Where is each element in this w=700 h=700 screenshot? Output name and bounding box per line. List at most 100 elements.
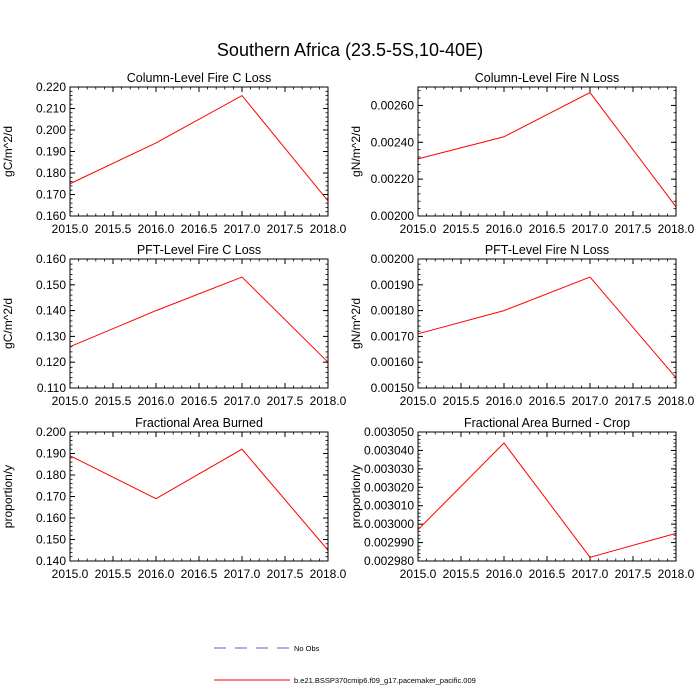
y-tick-label: 0.160 <box>36 252 66 266</box>
y-axis-label: proportion/y <box>349 465 363 528</box>
y-axis-label: gN/m^2/d <box>349 126 363 177</box>
y-tick-label: 0.00200 <box>371 252 415 266</box>
y-tick-label: 0.170 <box>36 188 66 202</box>
x-tick-label: 2017.5 <box>267 567 304 581</box>
panel-title: PFT-Level Fire N Loss <box>485 243 609 257</box>
y-tick-label: 0.190 <box>36 145 66 159</box>
x-tick-label: 2017.0 <box>572 222 609 236</box>
y-tick-label: 0.003040 <box>364 443 414 457</box>
y-tick-label: 0.00240 <box>371 135 415 149</box>
panels-group: Column-Level Fire C Loss gC/m^2/d 2015.0 20… <box>1 71 695 581</box>
y-tick-label: 0.003010 <box>364 499 414 513</box>
x-tick-label: 2017.5 <box>615 222 652 236</box>
panel-title: Fractional Area Burned <box>135 416 263 430</box>
x-tick-label: 2017.5 <box>267 394 304 408</box>
x-tick-label: 2016.5 <box>529 567 566 581</box>
x-tick-label: 2015.5 <box>443 394 480 408</box>
x-tick-label: 2016.0 <box>138 222 175 236</box>
y-tick-label: 0.130 <box>36 329 66 343</box>
panel-5: Fractional Area Burned proportion/y 2015.0… <box>1 416 347 581</box>
x-tick-label: 2016.5 <box>529 394 566 408</box>
y-tick-label: 0.150 <box>36 533 66 547</box>
y-axis-label: gN/m^2/d <box>349 298 363 349</box>
y-tick-label: 0.160 <box>36 209 66 223</box>
x-tick-label: 2017.0 <box>224 567 261 581</box>
panel-title: Column-Level Fire C Loss <box>127 71 272 85</box>
x-tick-label: 2017.0 <box>224 222 261 236</box>
y-tick-label: 0.140 <box>36 554 66 568</box>
x-tick-label: 2017.0 <box>572 394 609 408</box>
x-tick-label: 2015.0 <box>400 567 437 581</box>
x-tick-label: 2016.5 <box>181 222 218 236</box>
panel-title: Column-Level Fire N Loss <box>475 71 620 85</box>
y-tick-label: 0.140 <box>36 304 66 318</box>
y-tick-label: 0.00180 <box>371 304 415 318</box>
x-tick-label: 2017.5 <box>615 394 652 408</box>
y-tick-label: 0.210 <box>36 102 66 116</box>
x-tick-label: 2018.0 <box>310 394 347 408</box>
plot-frame <box>417 258 677 389</box>
x-tick-label: 2018.0 <box>310 222 347 236</box>
y-axis-label: gC/m^2/d <box>1 298 15 349</box>
y-axis-label: proportion/y <box>1 465 15 528</box>
y-tick-label: 0.003000 <box>364 517 414 531</box>
y-axis-label: gC/m^2/d <box>1 126 15 177</box>
y-tick-label: 0.00220 <box>371 172 415 186</box>
y-tick-label: 0.170 <box>36 490 66 504</box>
x-tick-label: 2016.0 <box>138 394 175 408</box>
x-tick-label: 2018.0 <box>658 394 695 408</box>
x-tick-label: 2016.0 <box>486 222 523 236</box>
legend-obs-label: No Obs <box>294 644 320 653</box>
x-tick-label: 2016.0 <box>486 567 523 581</box>
x-tick-label: 2016.0 <box>138 567 175 581</box>
panel-title: Fractional Area Burned - Crop <box>464 416 630 430</box>
x-tick-label: 2015.0 <box>52 567 89 581</box>
x-tick-label: 2016.0 <box>486 394 523 408</box>
y-tick-label: 0.180 <box>36 166 66 180</box>
y-tick-label: 0.002990 <box>364 536 414 550</box>
y-tick-label: 0.200 <box>36 425 66 439</box>
y-tick-label: 0.00200 <box>371 209 415 223</box>
y-tick-label: 0.003020 <box>364 480 414 494</box>
panel-1: Column-Level Fire C Loss gC/m^2/d 2015.0 20… <box>1 71 347 236</box>
plot-frame <box>69 86 329 217</box>
y-tick-label: 0.110 <box>37 381 66 395</box>
panel-6: Fractional Area Burned - Crop proportion/… <box>349 416 695 581</box>
plot-frame <box>69 431 329 562</box>
figure-title: Southern Africa (23.5-5S,10-40E) <box>217 40 483 60</box>
y-tick-label: 0.00160 <box>371 355 415 369</box>
x-tick-label: 2015.5 <box>443 567 480 581</box>
x-tick-label: 2018.0 <box>658 567 695 581</box>
y-tick-label: 0.200 <box>36 123 66 137</box>
x-tick-label: 2015.0 <box>400 222 437 236</box>
y-tick-label: 0.150 <box>36 278 66 292</box>
x-tick-label: 2018.0 <box>658 222 695 236</box>
y-tick-label: 0.002980 <box>364 554 414 568</box>
x-tick-label: 2017.5 <box>267 222 304 236</box>
legend-model-label: b.e21.BSSP370cmip6.f09_g17.pacemaker_pac… <box>294 676 476 685</box>
x-tick-label: 2016.5 <box>181 567 218 581</box>
y-tick-label: 0.220 <box>36 80 66 94</box>
y-tick-label: 0.00170 <box>371 329 415 343</box>
x-tick-label: 2015.5 <box>95 394 132 408</box>
x-tick-label: 2017.5 <box>615 567 652 581</box>
y-tick-label: 0.120 <box>36 355 66 369</box>
plot-frame <box>417 86 677 217</box>
y-tick-label: 0.003030 <box>364 462 414 476</box>
x-tick-label: 2018.0 <box>310 567 347 581</box>
y-tick-label: 0.00150 <box>371 381 415 395</box>
plot-frame <box>417 431 677 562</box>
x-tick-label: 2017.0 <box>224 394 261 408</box>
x-tick-label: 2015.5 <box>95 567 132 581</box>
series-line <box>417 276 677 379</box>
series-line <box>69 448 329 551</box>
panel-title: PFT-Level Fire C Loss <box>137 243 261 257</box>
x-tick-label: 2015.0 <box>52 222 89 236</box>
x-tick-label: 2015.0 <box>400 394 437 408</box>
series-line <box>69 94 329 202</box>
panel-4: PFT-Level Fire N Loss gN/m^2/d 2015.0 2015.… <box>349 243 695 408</box>
panel-2: Column-Level Fire N Loss gN/m^2/d 2015.0 20… <box>349 71 695 236</box>
panel-3: PFT-Level Fire C Loss gC/m^2/d 2015.0 2015.… <box>1 243 347 408</box>
